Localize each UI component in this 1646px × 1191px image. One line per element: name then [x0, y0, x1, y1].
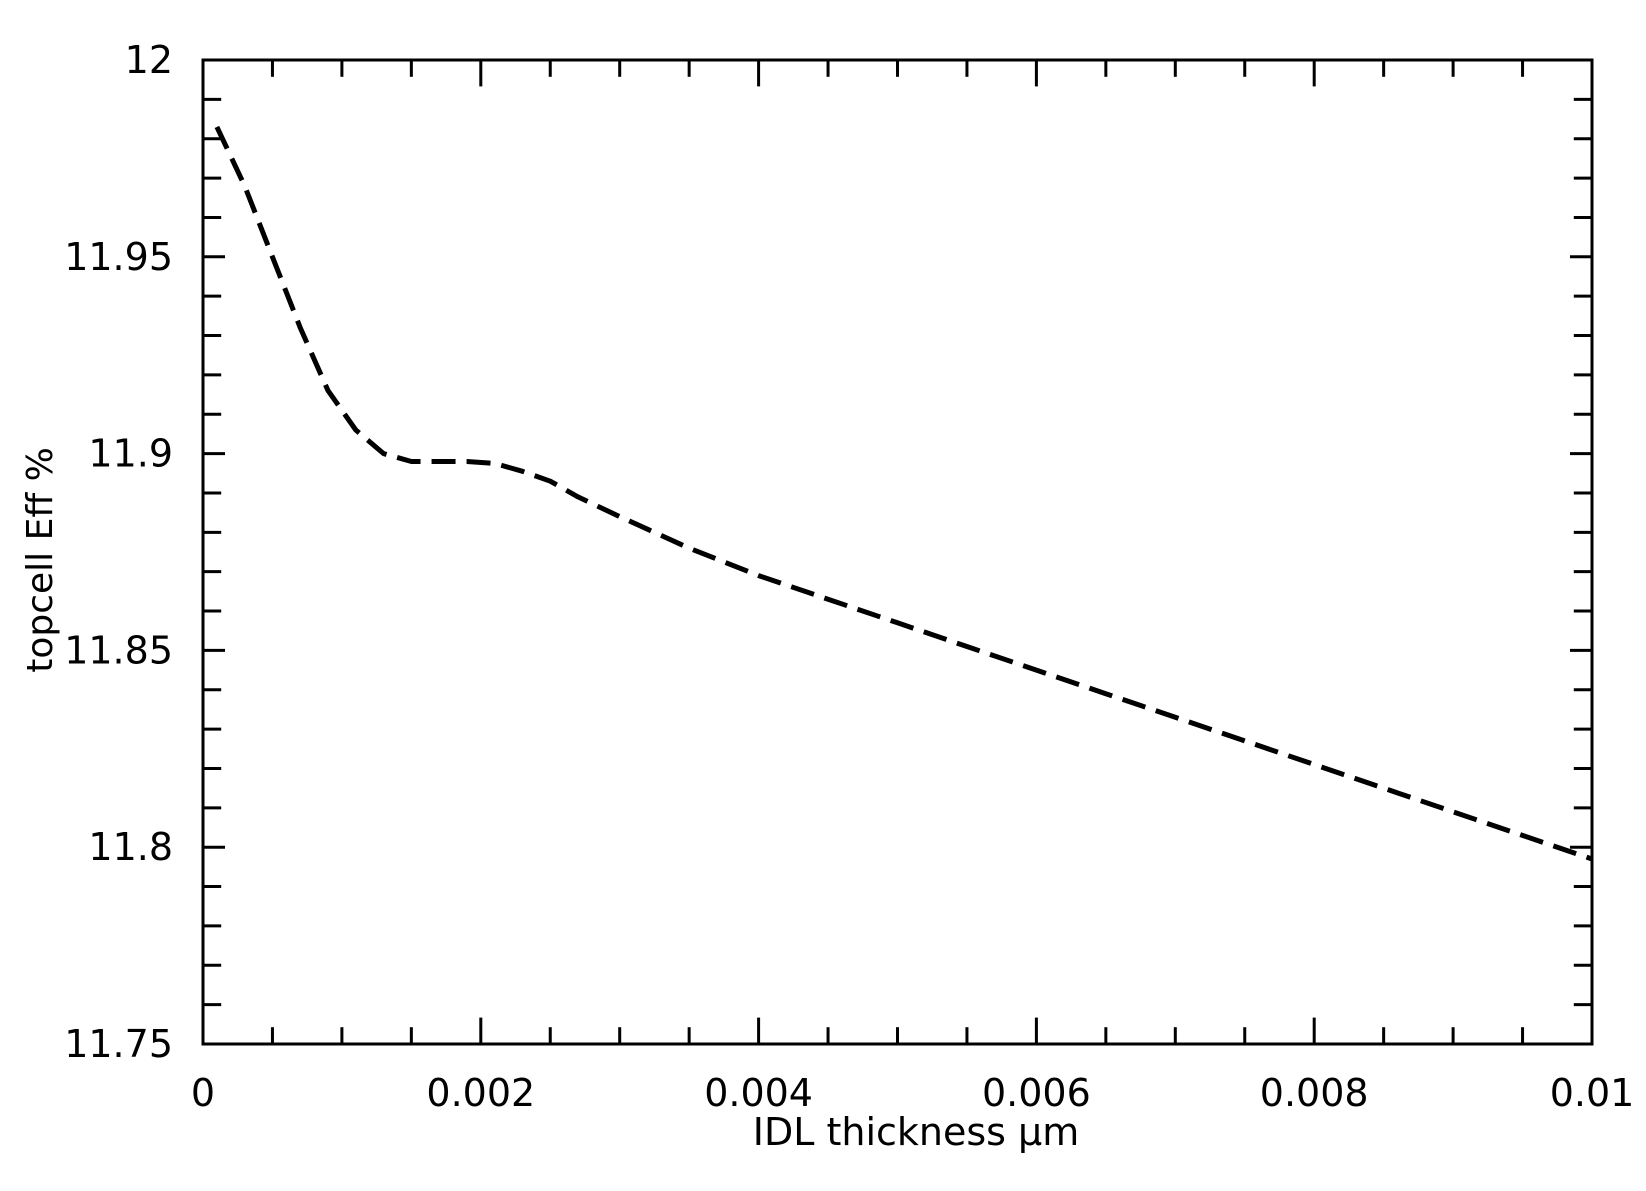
y-tick-label: 11.75 [64, 1022, 173, 1066]
x-tick-label: 0 [191, 1071, 215, 1115]
series-line-0 [214, 125, 1593, 862]
y-tick-label: 12 [125, 38, 173, 82]
x-tick-label: 0.002 [426, 1071, 535, 1115]
y-tick-label: 11.8 [88, 825, 173, 869]
plot-frame [201, 58, 1594, 1046]
x-tick-label: 0.006 [982, 1071, 1091, 1115]
y-tick-label: 11.95 [64, 235, 173, 279]
x-axis-label: IDL thickness µm [753, 1110, 1080, 1154]
y-tick-label: 11.85 [64, 628, 173, 672]
y-tick-label: 11.9 [88, 432, 173, 476]
x-tick-label: 0.004 [704, 1071, 813, 1115]
x-tick-label: 0.008 [1260, 1071, 1369, 1115]
y-axis-label: topcell Eff % [20, 447, 61, 673]
x-tick-label: 0.01 [1550, 1071, 1635, 1115]
